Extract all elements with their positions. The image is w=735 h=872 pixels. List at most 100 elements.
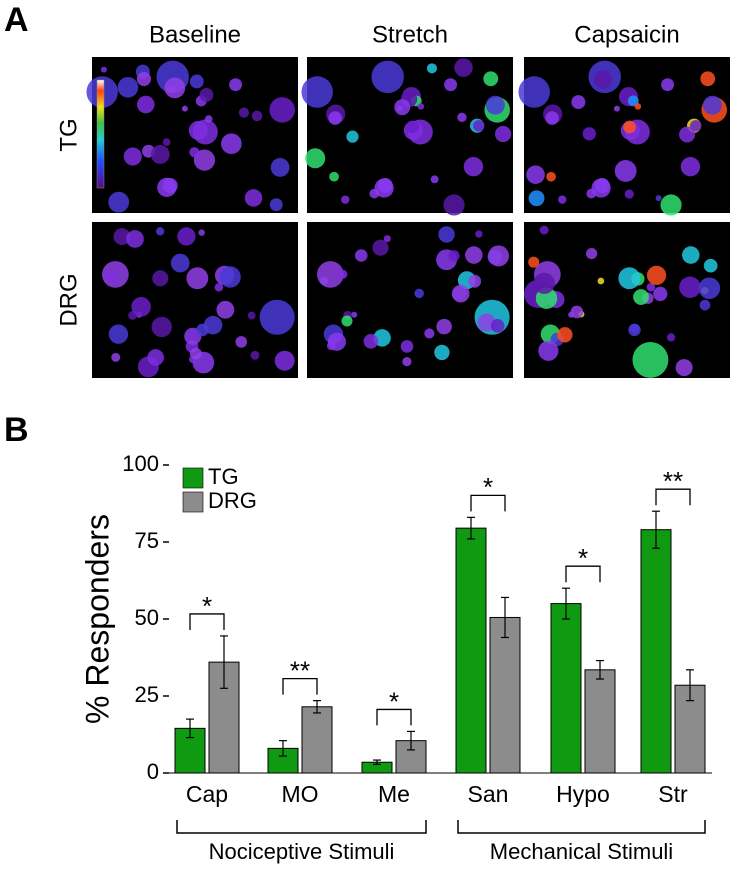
cell-blob	[351, 311, 358, 318]
cell-blob	[444, 78, 458, 92]
cell-blob	[177, 227, 196, 246]
cell-blob	[269, 97, 295, 123]
cell-blob	[111, 352, 121, 362]
cell-blob	[628, 323, 641, 337]
cell-blob	[235, 336, 248, 348]
cell-blob	[414, 288, 424, 299]
cell-blob	[219, 266, 241, 288]
cell-blob	[346, 130, 359, 143]
error-bar	[501, 596, 509, 639]
cell-blob	[518, 76, 550, 108]
cell-blob	[586, 188, 597, 199]
cell-blob	[703, 258, 718, 273]
cell-blob	[597, 277, 605, 285]
cell-blob	[151, 316, 172, 338]
cell-blob	[374, 178, 394, 198]
cell-blob	[438, 226, 455, 243]
significance-bracket	[376, 708, 412, 726]
cell-blob	[473, 120, 485, 132]
cell-blob	[680, 156, 701, 177]
error-bar	[596, 659, 604, 680]
cell-blob	[646, 265, 667, 285]
cell-blob	[571, 95, 586, 110]
cell-blob	[690, 120, 702, 132]
cell-blob	[162, 138, 171, 147]
cell-blob	[229, 78, 243, 92]
cell-blob	[591, 178, 611, 198]
cell-blob	[402, 357, 412, 367]
cell-blob	[585, 247, 598, 260]
cell-blob	[660, 194, 682, 216]
legend-swatch	[182, 467, 204, 489]
cell-blob	[162, 178, 178, 194]
cell-blob	[406, 120, 419, 134]
error-bar	[220, 635, 228, 689]
panel-label: B	[4, 411, 29, 449]
y-tick-label: 100	[122, 451, 159, 476]
color-scale	[96, 79, 105, 189]
cell-blob	[259, 299, 295, 335]
cell-blob	[155, 227, 165, 236]
x-tick-label: Me	[378, 781, 410, 807]
cell-blob	[487, 245, 510, 267]
micrograph	[92, 222, 298, 378]
significance-label: **	[290, 655, 310, 685]
cell-blob	[679, 126, 696, 143]
group-bracket	[176, 820, 427, 834]
cell-blob	[557, 327, 573, 343]
cell-blob	[196, 323, 209, 337]
cell-blob	[454, 58, 473, 77]
cell-blob	[675, 359, 693, 377]
cell-blob	[199, 87, 214, 102]
cell-blob	[198, 229, 205, 236]
cell-blob	[108, 191, 130, 213]
cell-blob	[614, 160, 637, 182]
cell-blob	[105, 271, 118, 284]
significance-label: *	[483, 472, 493, 502]
bar	[584, 669, 616, 774]
cell-blob	[305, 148, 326, 169]
cell-blob	[147, 349, 164, 366]
y-tick-label: 75	[135, 528, 159, 553]
cell-blob	[618, 267, 641, 290]
cell-blob	[653, 286, 668, 302]
cell-blob	[341, 195, 350, 204]
row-label: DRG	[55, 273, 82, 326]
x-tick-label: MO	[281, 781, 318, 807]
cell-blob	[475, 230, 483, 238]
cell-blob	[136, 95, 155, 114]
cell-blob	[624, 189, 634, 199]
cell-blob	[192, 119, 218, 145]
x-tick-label: San	[468, 781, 509, 807]
bar	[640, 529, 672, 774]
cell-blob	[582, 127, 596, 141]
cell-blob	[204, 115, 213, 123]
y-tick-label: 0	[147, 759, 159, 784]
legend-label: DRG	[208, 488, 257, 513]
panel-label: A	[4, 1, 29, 39]
cell-blob	[363, 334, 379, 349]
cell-blob	[301, 76, 333, 108]
cell-blob	[383, 235, 391, 243]
cell-blob	[632, 341, 669, 378]
cell-blob	[526, 165, 545, 184]
cell-blob	[328, 111, 342, 125]
significance-label: **	[663, 466, 683, 496]
cell-blob	[189, 347, 202, 360]
cell-blob	[193, 149, 216, 171]
cell-blob	[216, 300, 235, 319]
cell-blob	[465, 246, 483, 264]
image-grid: Baseline Stretch Capsaicin TG DRG	[55, 21, 730, 378]
x-tick-label: Hypo	[556, 781, 610, 807]
significance-label: *	[202, 591, 212, 621]
image-background	[307, 222, 513, 378]
cell-blob	[320, 276, 328, 285]
group-label: Mechanical Stimuli	[490, 839, 673, 864]
legend-swatch	[182, 491, 204, 513]
micrograph	[518, 57, 730, 216]
x-tick-label: Cap	[186, 781, 228, 807]
bar	[550, 603, 582, 774]
cell-blob	[623, 120, 636, 134]
cell-blob	[426, 63, 437, 74]
cell-blob	[338, 269, 348, 279]
